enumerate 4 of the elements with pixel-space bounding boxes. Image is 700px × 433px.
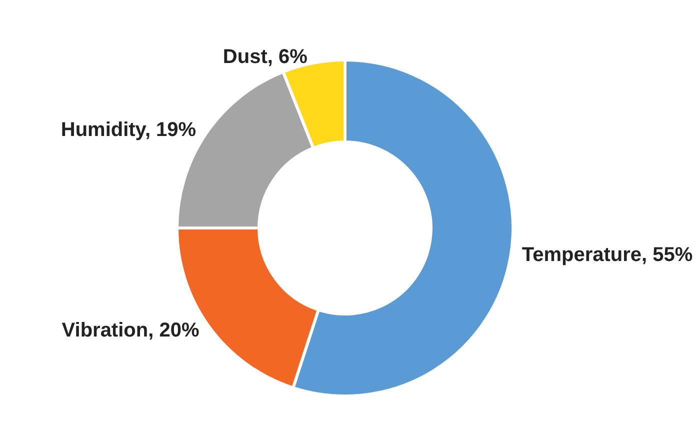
slice-label: Temperature, 55%	[522, 244, 693, 266]
slice-label: Dust, 6%	[222, 46, 308, 68]
slice-label: Humidity, 19%	[60, 119, 196, 142]
slice-label: Vibration, 20%	[62, 319, 200, 342]
